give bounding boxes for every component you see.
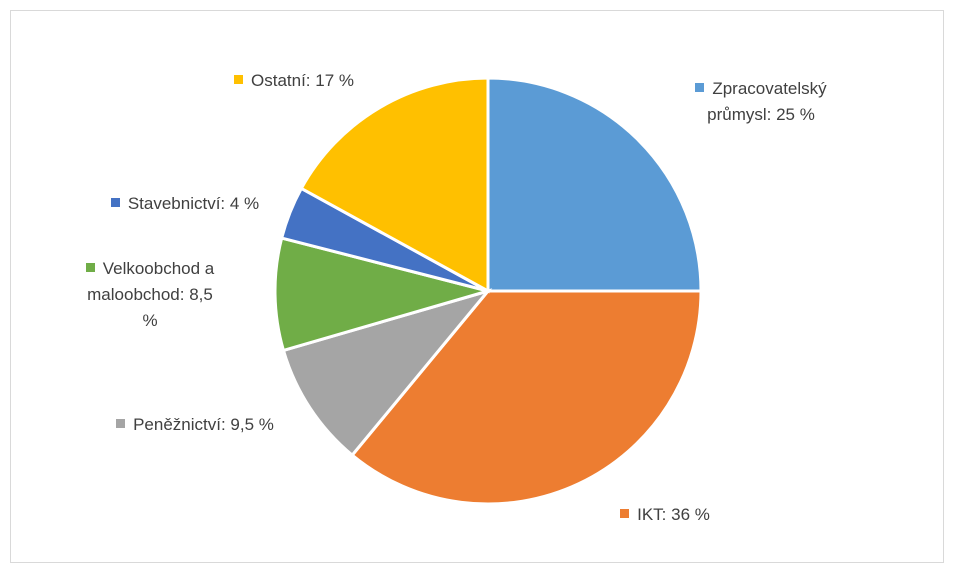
label-text: Ostatní: 17 %: [251, 71, 354, 90]
label-text: Peněžnictví: 9,5 %: [133, 415, 274, 434]
legend-marker: [234, 75, 243, 84]
data-label: IKT: 36 %: [600, 502, 730, 528]
pie-slice: [299, 76, 490, 294]
legend-marker: [620, 509, 630, 518]
legend-marker: [85, 263, 95, 272]
data-label: Velkoobchod a maloobchod: 8,5 %: [80, 256, 220, 334]
legend-marker: [110, 198, 120, 207]
pie-slice: [350, 289, 703, 506]
data-label: Peněžnictví: 9,5 %: [85, 412, 305, 438]
pie-slice: [273, 236, 494, 353]
label-text: Zpracovatelský průmysl: 25 %: [707, 79, 827, 124]
pie-slice: [486, 76, 703, 293]
label-text: Stavebnictví: 4 %: [127, 194, 260, 213]
legend-marker: [695, 83, 705, 92]
legend-marker: [116, 419, 126, 428]
label-text: IKT: 36 %: [637, 505, 710, 524]
data-label: Zpracovatelský průmysl: 25 %: [676, 76, 846, 128]
data-label: Stavebnictví: 4 %: [80, 191, 290, 217]
data-label: Ostatní: 17 %: [204, 68, 384, 94]
label-text: Velkoobchod a maloobchod: 8,5 %: [87, 259, 215, 330]
pie-slice: [281, 288, 493, 458]
